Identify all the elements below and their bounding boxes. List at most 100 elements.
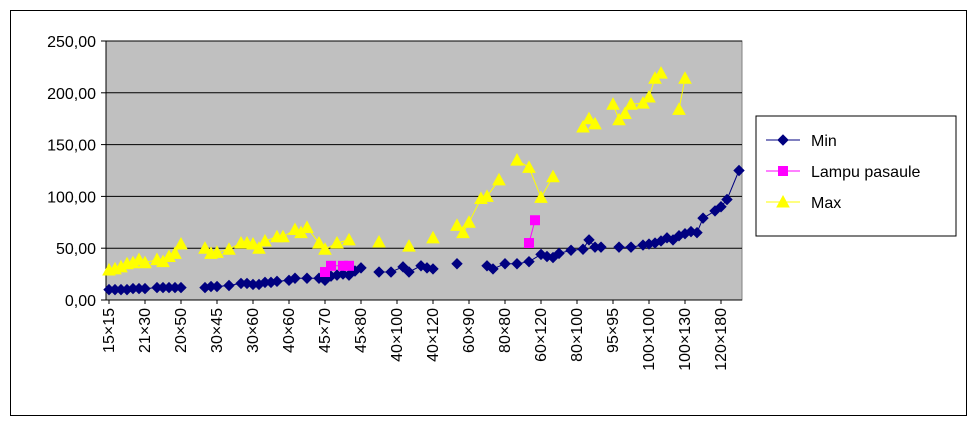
data-point-2 [258, 233, 272, 247]
data-point-2 [642, 89, 656, 103]
data-point-0 [625, 241, 637, 253]
data-point-0 [487, 263, 499, 275]
data-point-2 [246, 237, 260, 250]
legend-label-1: Lampu pasaule [811, 164, 921, 181]
x-tick-label: 45×70 [317, 308, 334, 353]
data-point-0 [733, 164, 745, 177]
data-point-0 [271, 275, 283, 288]
x-tick-label: 80×80 [497, 308, 514, 353]
data-point-0 [523, 255, 535, 268]
chart: 0,00 50,00 100,00 150,00 200,00 250,00 15×15 21… [47, 34, 957, 371]
data-point-2 [222, 242, 236, 255]
x-tick-label: 120×180 [713, 308, 730, 371]
y-tick-label: 200,00 [47, 86, 96, 103]
data-point-2 [426, 230, 440, 244]
plot-area [105, 40, 743, 301]
data-point-0 [355, 262, 367, 274]
data-point-2 [456, 225, 470, 239]
data-point-2 [672, 102, 686, 115]
data-point-2 [480, 189, 494, 202]
data-point-2 [534, 190, 548, 203]
data-point-2 [636, 96, 650, 109]
data-point-0 [427, 263, 439, 275]
data-point-2 [372, 234, 386, 248]
data-point-2 [510, 153, 524, 166]
chart-frame: 0,00 50,00 100,00 150,00 200,00 250,00 15×15 21… [10, 10, 967, 416]
data-point-0 [511, 258, 523, 270]
data-point-0 [697, 212, 709, 224]
data-point-1 [344, 260, 354, 271]
data-point-2 [330, 235, 344, 249]
data-point-0 [301, 272, 313, 284]
data-point-0 [613, 241, 625, 253]
data-point-0 [289, 272, 301, 284]
x-tick-label: 45×80 [353, 308, 370, 353]
data-point-0 [499, 258, 511, 270]
y-tick-label: 0,00 [65, 293, 96, 310]
x-tick-label: 95×95 [605, 308, 622, 353]
data-point-0 [577, 243, 589, 255]
data-point-2 [312, 235, 326, 249]
data-point-0 [595, 241, 607, 253]
data-point-0 [403, 266, 415, 278]
data-point-0 [139, 282, 151, 295]
x-tick-label: 40×60 [281, 308, 298, 353]
data-point-2 [606, 97, 620, 110]
data-point-2 [546, 169, 560, 183]
legend-label-2: Max [811, 195, 841, 212]
data-point-2 [318, 242, 332, 255]
data-point-2 [618, 106, 632, 120]
data-point-2 [276, 229, 290, 243]
x-tick-label: 40×100 [389, 308, 406, 362]
x-tick-label: 20×50 [173, 308, 190, 353]
data-point-2 [168, 246, 182, 259]
data-point-2 [300, 220, 314, 233]
data-point-0 [415, 260, 427, 272]
data-point-1 [320, 267, 330, 278]
data-point-2 [342, 232, 356, 246]
data-point-2 [612, 112, 626, 126]
data-point-0 [481, 260, 493, 272]
data-point-2 [450, 218, 464, 231]
x-tick-label: 15×15 [101, 308, 118, 353]
x-tick-label: 60×90 [461, 308, 478, 353]
data-point-0 [451, 258, 463, 270]
data-point-2 [402, 239, 416, 252]
legend-label-0: Min [811, 133, 837, 150]
data-point-2 [252, 241, 266, 254]
data-point-2 [588, 116, 602, 130]
legend-marker-2 [776, 194, 790, 208]
data-point-1 [326, 260, 336, 271]
data-point-1 [524, 238, 534, 249]
data-point-0 [397, 261, 409, 273]
data-point-2 [198, 241, 212, 254]
y-tick-label: 50,00 [56, 241, 96, 258]
data-point-1 [530, 215, 540, 226]
x-tick-label: 40×120 [425, 308, 442, 362]
legend-marker-0 [777, 134, 789, 146]
data-point-0 [721, 193, 733, 206]
data-point-2 [462, 215, 476, 228]
data-point-2 [678, 71, 692, 84]
y-tick-label: 250,00 [47, 34, 96, 51]
data-point-0 [373, 266, 385, 278]
data-point-2 [522, 160, 536, 173]
data-point-2 [624, 97, 638, 110]
data-point-0 [175, 281, 187, 294]
data-point-0 [583, 234, 595, 246]
x-tick-label: 100×100 [641, 308, 658, 371]
data-point-0 [211, 280, 223, 293]
data-point-2 [174, 237, 188, 250]
x-tick-label: 30×45 [209, 308, 226, 353]
data-point-2 [138, 255, 152, 269]
data-point-2 [582, 111, 596, 125]
legend-box [755, 115, 957, 237]
x-tick-label: 100×130 [677, 308, 694, 371]
data-point-0 [691, 226, 703, 239]
y-tick-label: 150,00 [47, 138, 96, 155]
x-tick-label: 60×120 [533, 308, 550, 362]
data-point-0 [385, 266, 397, 278]
data-point-0 [715, 201, 727, 213]
data-point-0 [223, 279, 235, 292]
legend-marker-1 [778, 166, 788, 176]
